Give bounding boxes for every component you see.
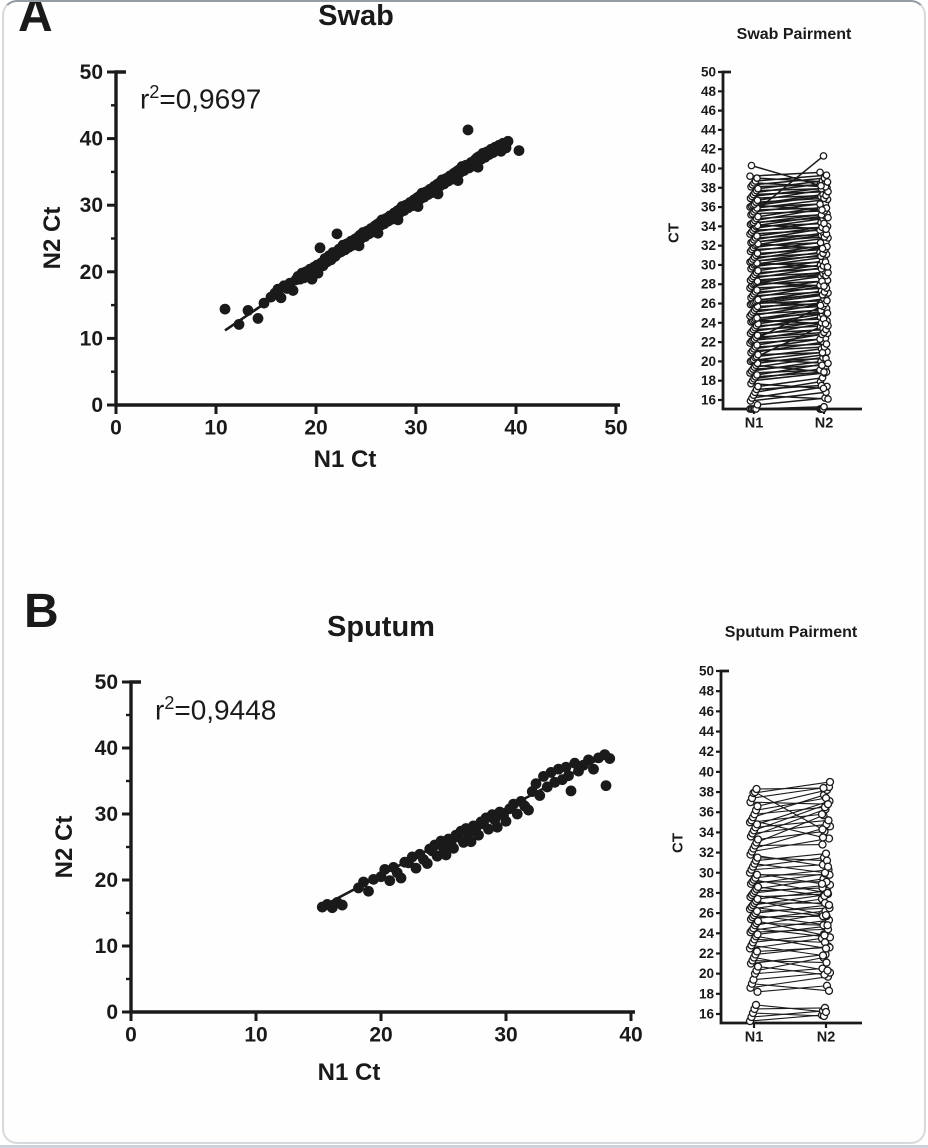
svg-text:38: 38	[701, 180, 717, 195]
svg-text:40: 40	[619, 1023, 642, 1046]
svg-text:26: 26	[701, 296, 717, 311]
svg-text:22: 22	[701, 335, 716, 350]
svg-text:36: 36	[699, 805, 715, 820]
svg-text:40: 40	[95, 737, 118, 760]
svg-text:30: 30	[95, 803, 118, 826]
svg-text:44: 44	[701, 122, 717, 137]
svg-text:10: 10	[95, 935, 118, 958]
sputum-pairment-y-axis-label: CT	[669, 833, 687, 853]
svg-text:34: 34	[699, 825, 715, 840]
svg-text:28: 28	[699, 885, 715, 900]
svg-text:42: 42	[701, 142, 716, 157]
panel-a-title: Swab	[318, 0, 394, 32]
svg-text:18: 18	[699, 986, 715, 1001]
svg-text:40: 40	[699, 764, 714, 779]
svg-text:10: 10	[204, 416, 227, 439]
panel-a-x-axis-label: N1 Ct	[313, 446, 377, 473]
svg-text:46: 46	[699, 704, 715, 719]
r2-value: =0,9697	[159, 83, 262, 115]
svg-text:22: 22	[699, 946, 714, 961]
svg-text:50: 50	[80, 61, 103, 84]
svg-text:28: 28	[701, 277, 717, 292]
panel-a-y-axis-label: N2 Ct	[39, 206, 66, 270]
svg-text:20: 20	[701, 354, 716, 369]
svg-text:20: 20	[80, 261, 103, 284]
r2-exponent: 2	[164, 693, 175, 713]
svg-text:30: 30	[701, 257, 716, 272]
svg-text:50: 50	[604, 416, 627, 439]
svg-text:32: 32	[699, 845, 714, 860]
svg-text:18: 18	[701, 373, 717, 388]
svg-text:40: 40	[701, 161, 716, 176]
svg-text:30: 30	[699, 865, 714, 880]
swab-pairment: 16 18 20 22 24 26 28 30 32 34 36 38 40 42 44 46 48 50 N1 N2	[701, 65, 862, 432]
figure-canvas: 0 10 20 30 40 5001020304050161820222426283032…	[80, 61, 862, 1046]
svg-text:30: 30	[404, 416, 427, 439]
svg-text:46: 46	[701, 103, 717, 118]
swab-scatter: 0 10 20 30 40 50 0 10 20 30 40 50	[80, 61, 628, 439]
svg-text:50: 50	[699, 664, 714, 679]
r2-value: =0,9448	[174, 694, 277, 726]
panel-b-x-axis-label: N1 Ct	[317, 1059, 381, 1086]
svg-text:50: 50	[701, 65, 716, 80]
panel-b-y-axis-label: N2 Ct	[51, 815, 78, 879]
svg-text:40: 40	[80, 128, 103, 151]
panel-a-letter: A	[18, 0, 53, 42]
svg-text:24: 24	[699, 926, 715, 941]
svg-text:0: 0	[125, 1023, 137, 1046]
svg-text:N2: N2	[815, 416, 834, 432]
bottom-divider	[0, 1145, 928, 1148]
svg-text:16: 16	[701, 393, 717, 408]
svg-text:30: 30	[80, 194, 103, 217]
r2-base: r	[140, 83, 150, 115]
svg-text:0: 0	[91, 394, 103, 417]
svg-text:N1: N1	[745, 1030, 764, 1046]
svg-text:32: 32	[701, 238, 716, 253]
panel-b-letter: B	[24, 585, 59, 638]
svg-text:24: 24	[701, 315, 717, 330]
swab-pairment-y-axis-label: CT	[665, 223, 683, 243]
svg-text:16: 16	[699, 1007, 715, 1022]
svg-text:20: 20	[699, 966, 714, 981]
r2-exponent: 2	[149, 82, 160, 102]
swab-pairment-title: Swab Pairment	[736, 26, 852, 43]
sputum-scatter: 0 10 20 30 40 0 10 20 30 40 50	[95, 671, 643, 1046]
svg-text:34: 34	[701, 219, 717, 234]
r2-base: r	[155, 694, 165, 726]
sputum-pairment: 16 18 20 22 24 26 28 30 32 34 36 38 40 42 44 46 48 50 N1 N2	[699, 664, 862, 1046]
svg-text:50: 50	[95, 671, 118, 694]
svg-text:10: 10	[244, 1023, 267, 1046]
sputum-pairment-title: Sputum Pairment	[724, 624, 858, 641]
svg-text:38: 38	[699, 785, 715, 800]
svg-text:10: 10	[80, 327, 103, 350]
svg-text:44: 44	[699, 724, 715, 739]
svg-text:48: 48	[701, 84, 717, 99]
svg-text:20: 20	[304, 416, 327, 439]
svg-text:20: 20	[369, 1023, 392, 1046]
svg-text:N1: N1	[745, 416, 764, 432]
svg-text:42: 42	[699, 744, 714, 759]
svg-text:36: 36	[701, 200, 717, 215]
svg-text:26: 26	[699, 906, 715, 921]
panel-b-title: Sputum	[327, 611, 435, 643]
panel-b-r2-annotation: r2=0,9448	[155, 693, 276, 726]
svg-text:48: 48	[699, 684, 715, 699]
svg-text:30: 30	[494, 1023, 517, 1046]
svg-text:40: 40	[504, 416, 527, 439]
svg-text:0: 0	[110, 416, 122, 439]
panel-a-r2-annotation: r2=0,9697	[140, 82, 261, 115]
svg-text:0: 0	[106, 1001, 118, 1024]
svg-text:N2: N2	[817, 1030, 836, 1046]
svg-text:20: 20	[95, 869, 118, 892]
